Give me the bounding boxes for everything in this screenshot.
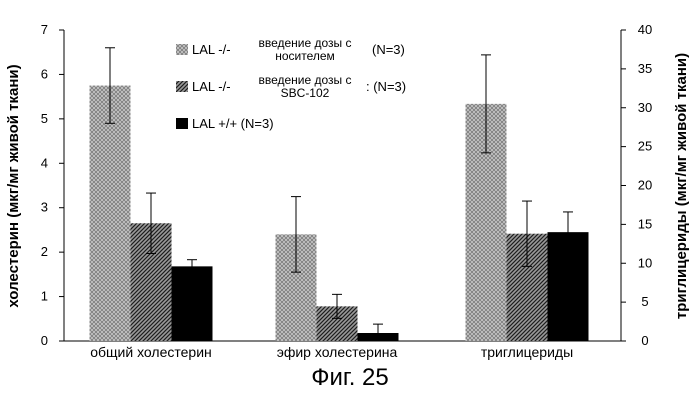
category-label: триглицериды [481, 344, 573, 360]
left-tick-label: 4 [41, 155, 48, 170]
bar [172, 266, 213, 341]
right-tick-label: 0 [641, 333, 648, 348]
right-tick-label: 5 [641, 294, 648, 309]
category-labels: общий холестерин эфир холестерина триглице… [90, 344, 573, 360]
legend-desc-1-line1: введение дозы с [258, 73, 351, 87]
left-tick-label: 5 [41, 111, 48, 126]
legend-desc-1-line2: SBC-102 [281, 86, 330, 100]
right-tick-label: 30 [638, 100, 652, 115]
legend-swatch-0 [176, 44, 188, 55]
bars [90, 86, 589, 341]
left-tick-label: 1 [41, 289, 48, 304]
left-tick-label: 0 [41, 333, 48, 348]
left-tick-label: 7 [41, 22, 48, 37]
right-tick-label: 10 [638, 255, 652, 270]
right-tick-label: 15 [638, 216, 652, 231]
right-tick-label: 20 [638, 178, 652, 193]
legend-desc-0-line1: введение дозы с [258, 36, 351, 50]
legend-label-0: LAL -/- [192, 42, 231, 57]
y-axis-right-title: триглицериды (мкг/мг живой ткани) [673, 53, 690, 319]
legend-n-0: (N=3) [372, 42, 405, 57]
figure-caption: Фиг. 25 [0, 364, 700, 392]
y-axis-left-title: холестерин (мкг/мг живой ткани) [5, 64, 22, 307]
legend-label-1: LAL -/- [192, 79, 231, 94]
legend-desc-0-line2: носителем [275, 49, 335, 63]
right-axis-ticks: 0 5 10 15 20 25 30 35 40 [621, 22, 652, 348]
category-label: эфир холестерина [277, 344, 398, 360]
right-tick-label: 25 [638, 139, 652, 154]
left-tick-label: 3 [41, 200, 48, 215]
left-tick-label: 6 [41, 66, 48, 81]
right-tick-label: 35 [638, 61, 652, 76]
legend-swatch-2 [176, 118, 188, 129]
legend-swatch-1 [176, 81, 188, 92]
legend: LAL -/- введение дозы с носителем (N=3) … [176, 36, 406, 131]
right-tick-label: 40 [638, 22, 652, 37]
bar-chart: 0 1 2 3 4 5 6 7 0 5 10 15 20 25 30 35 40 общий холестер… [0, 0, 700, 360]
left-tick-label: 2 [41, 244, 48, 259]
left-axis-ticks: 0 1 2 3 4 5 6 7 [41, 22, 64, 348]
legend-n-1: : (N=3) [366, 79, 406, 94]
category-label: общий холестерин [90, 344, 212, 360]
legend-label-2: LAL +/+ (N=3) [192, 116, 274, 131]
bar [90, 86, 131, 341]
